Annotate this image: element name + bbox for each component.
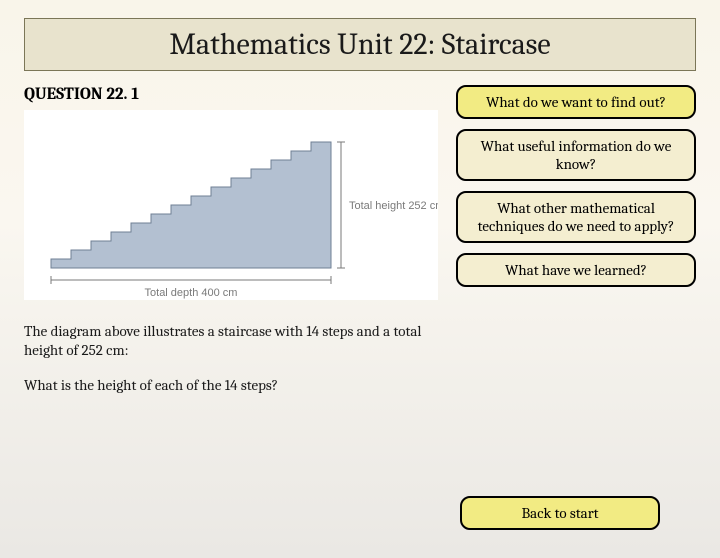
staircase-diagram: Total height 252 cm Total depth 400 cm	[24, 110, 438, 300]
title-bar: Mathematics Unit 22: Staircase	[24, 18, 696, 71]
question-prompt: What is the height of each of the 14 ste…	[24, 376, 438, 395]
right-column: What do we want to find out? What useful…	[456, 85, 696, 394]
svg-text:Total depth 400 cm: Total depth 400 cm	[145, 287, 238, 299]
button-find-out[interactable]: What do we want to find out?	[456, 85, 696, 119]
button-useful-info[interactable]: What useful information do we know?	[456, 129, 696, 181]
button-back-to-start[interactable]: Back to start	[460, 496, 660, 530]
svg-text:Total height 252 cm: Total height 252 cm	[349, 200, 438, 212]
left-column: QUESTION 22. 1 Total height 252 cmTotal …	[24, 85, 438, 394]
diagram-description: The diagram above illustrates a staircas…	[24, 322, 438, 360]
content-area: QUESTION 22. 1 Total height 252 cmTotal …	[0, 85, 720, 394]
button-learned[interactable]: What have we learned?	[456, 253, 696, 287]
question-label: QUESTION 22. 1	[24, 85, 438, 104]
page-title: Mathematics Unit 22: Staircase	[37, 27, 683, 62]
button-techniques[interactable]: What other mathematical techniques do we…	[456, 191, 696, 243]
